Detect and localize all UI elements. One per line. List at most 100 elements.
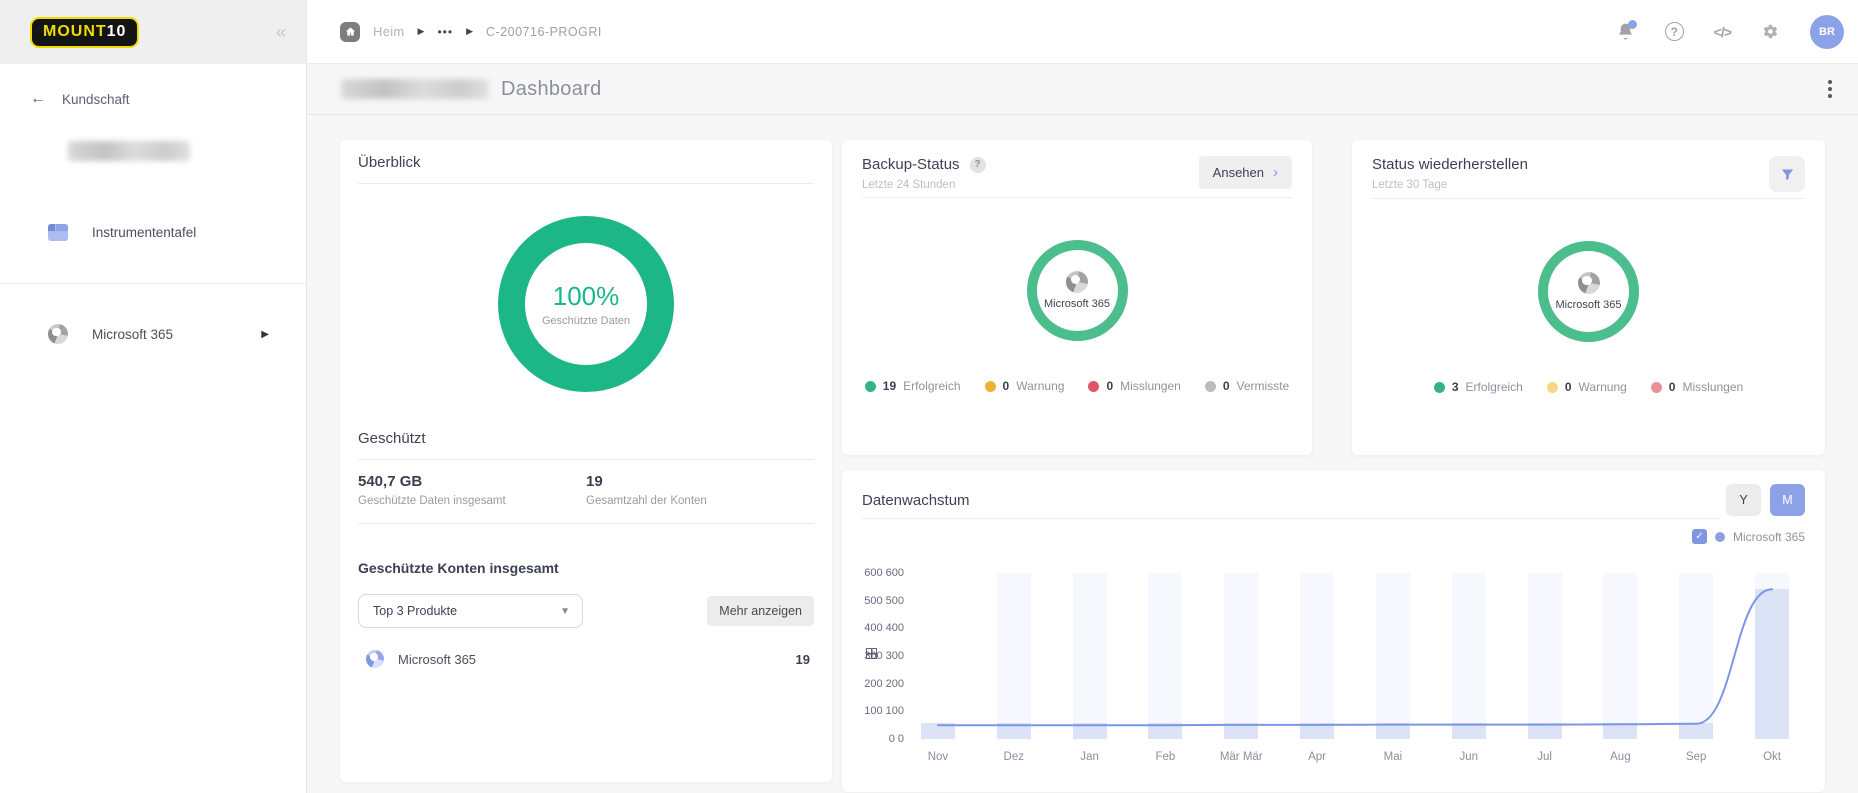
- back-arrow-icon[interactable]: ←: [30, 90, 46, 107]
- chart-column-band: [1300, 573, 1335, 739]
- breadcrumb-ellipsis[interactable]: •••: [437, 24, 454, 39]
- chart-column-band: [1451, 573, 1486, 739]
- protected-stats: 540,7 GB Geschützte Daten insgesamt 19 G…: [358, 460, 814, 521]
- stat-total-data: 540,7 GB Geschützte Daten insgesamt: [358, 473, 586, 507]
- stat-label: Geschützte Daten insgesamt: [358, 495, 506, 507]
- legend-dot: [864, 380, 876, 392]
- y-tick-label: 400 400: [864, 622, 904, 635]
- breadcrumb-separator-icon: ▶: [466, 26, 473, 36]
- show-more-button[interactable]: Mehr anzeigen: [707, 596, 814, 626]
- home-icon[interactable]: [340, 21, 360, 42]
- protection-percent-label: Geschützte Daten: [541, 315, 631, 327]
- legend-label: Warnung: [1016, 379, 1065, 393]
- products-dropdown[interactable]: Top 3 Produkte ▼: [358, 594, 583, 628]
- x-tick-label: Jan: [1080, 751, 1099, 763]
- kebab-menu-icon[interactable]: [1822, 76, 1838, 102]
- legend-dot: [1433, 381, 1445, 393]
- topbar: Heim ▶ ••• ▶ C-200716-PROGRI ? </> BR: [307, 0, 1858, 64]
- sidebar-item-instrumententafel[interactable]: Instrumententafel: [0, 210, 307, 254]
- view-button-label: Ansehen: [1212, 165, 1264, 180]
- chart-bar: [920, 723, 955, 739]
- legend-count: 0: [1106, 379, 1114, 393]
- protection-percent: 100%: [552, 281, 620, 311]
- legend-label: Erfolgreich: [1465, 380, 1523, 394]
- x-tick-label: Feb: [1155, 751, 1176, 763]
- sidebar-header: MOUNT10 «: [0, 0, 306, 64]
- series-label: Microsoft 365: [1732, 529, 1805, 544]
- period-toggle: Y M: [1726, 484, 1805, 516]
- filter-funnel-icon: [1781, 169, 1793, 180]
- chart-bar: [1375, 723, 1410, 739]
- sidebar-back-row[interactable]: ← Kundschaft: [0, 64, 306, 108]
- x-tick-label: Jun: [1459, 751, 1478, 763]
- series-color-dot: [1714, 531, 1725, 542]
- restore-card-subtitle: Letzte 30 Tage: [1372, 179, 1448, 191]
- legend-label: Misslungen: [1682, 380, 1744, 394]
- breadcrumb-current: C-200716-PROGRI: [486, 24, 602, 39]
- code-icon[interactable]: </>: [1713, 23, 1732, 40]
- y-tick-label: 300 300: [864, 650, 904, 662]
- notifications-bell-icon[interactable]: [1616, 20, 1637, 41]
- growth-chart-plot: [900, 573, 1810, 739]
- y-tick-label: 100 100: [864, 705, 904, 718]
- help-icon[interactable]: ?: [969, 156, 986, 173]
- chart-column-band: [996, 573, 1031, 739]
- settings-gear-icon[interactable]: [1761, 22, 1780, 41]
- stat-total-accounts: 19 Gesamtzahl der Konten: [586, 473, 814, 507]
- stat-value: 540,7 GB: [358, 473, 423, 490]
- chart-column-band: [1679, 573, 1714, 739]
- filter-button[interactable]: [1769, 156, 1805, 192]
- x-tick-label: Aug: [1610, 751, 1631, 763]
- legend-label: Misslungen: [1120, 379, 1181, 393]
- sidebar-item-microsoft-365[interactable]: Microsoft 365 ▶: [0, 312, 307, 356]
- accounts-section-title: Geschützte Konten insgesamt: [358, 560, 559, 576]
- legend-count: 3: [1451, 380, 1459, 394]
- legend-item-warning: 0 Warnung: [1546, 380, 1627, 394]
- page-header: Dashboard: [308, 64, 1858, 115]
- y-tick-label: 500 500: [864, 594, 904, 607]
- products-dropdown-value: Top 3 Produkte: [373, 604, 458, 618]
- product-row-microsoft-365[interactable]: Microsoft 365 19: [358, 650, 814, 668]
- month-toggle-button[interactable]: M: [1770, 484, 1805, 516]
- view-backups-button[interactable]: Ansehen ›: [1198, 156, 1292, 189]
- protection-donut-chart: 100% Geschützte Daten: [498, 216, 674, 392]
- x-tick-label: Mai: [1383, 751, 1403, 763]
- mount10-logo[interactable]: MOUNT10: [30, 16, 140, 48]
- divider: [862, 518, 1719, 519]
- sidebar-item-label: Instrumententafel: [92, 224, 197, 240]
- expand-arrow-icon[interactable]: ▶: [261, 328, 269, 340]
- chevron-down-icon: ▼: [560, 605, 570, 617]
- y-tick-label: 600 600: [864, 567, 904, 579]
- year-toggle-button[interactable]: Y: [1726, 484, 1761, 516]
- growth-series-legend: ✓ Microsoft 365: [862, 529, 1805, 544]
- data-growth-card: Datenwachstum Y M ✓ Microsoft 365 600 60…: [842, 470, 1825, 792]
- microsoft-365-icon: [1066, 271, 1088, 293]
- microsoft-365-icon: [366, 650, 384, 668]
- sidebar-collapse-icon[interactable]: «: [275, 21, 286, 42]
- backup-status-card: Backup-Status ? Letzte 24 Stunden Ansehe…: [842, 140, 1312, 455]
- chart-bar: [1148, 723, 1183, 739]
- help-icon[interactable]: ?: [1664, 22, 1684, 41]
- donut-center-label: Microsoft 365: [1043, 298, 1111, 310]
- legend-dot: [1546, 381, 1558, 393]
- product-label: Microsoft 365: [398, 651, 477, 667]
- series-checkbox[interactable]: ✓: [1691, 529, 1707, 544]
- x-tick-label: Jul: [1537, 751, 1552, 763]
- breadcrumb-home[interactable]: Heim: [373, 24, 405, 39]
- chart-bar: [1755, 589, 1790, 739]
- legend-count: 0: [1564, 380, 1572, 394]
- logo-text-mount: MOUNT: [43, 22, 107, 40]
- legend-dot: [1204, 380, 1216, 392]
- breadcrumb-separator-icon: ▶: [417, 26, 425, 36]
- growth-line-series: [936, 588, 1774, 727]
- user-avatar[interactable]: BR: [1810, 14, 1844, 49]
- y-tick-label: 0 0: [888, 733, 904, 745]
- chart-y-axis: 600 600 500 500 400 400 300 300 200 200 100 1…: [854, 567, 904, 745]
- legend-dot: [984, 380, 996, 392]
- divider: [358, 183, 814, 184]
- legend-item-success: 19 Erfolgreich: [864, 379, 961, 393]
- redacted-customer-title: [341, 79, 489, 99]
- protected-section-title: Geschützt: [358, 430, 426, 447]
- redacted-customer-name: [68, 141, 190, 161]
- stat-value: 19: [586, 473, 603, 490]
